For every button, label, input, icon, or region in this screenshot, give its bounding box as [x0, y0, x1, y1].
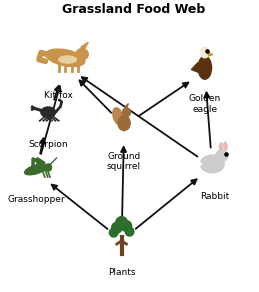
Ellipse shape [112, 222, 122, 233]
Ellipse shape [123, 108, 131, 117]
Ellipse shape [25, 164, 47, 175]
Ellipse shape [219, 143, 223, 152]
Ellipse shape [220, 144, 222, 150]
Polygon shape [208, 53, 213, 56]
Ellipse shape [225, 144, 226, 149]
Ellipse shape [109, 228, 118, 237]
Ellipse shape [76, 48, 88, 60]
Title: Grassland Food Web: Grassland Food Web [62, 3, 205, 16]
Text: Plants: Plants [108, 268, 135, 277]
Ellipse shape [198, 56, 212, 79]
Ellipse shape [41, 107, 56, 117]
Text: Golden
eagle: Golden eagle [189, 94, 221, 114]
Polygon shape [191, 62, 200, 73]
Polygon shape [125, 104, 128, 108]
Ellipse shape [116, 217, 128, 229]
Ellipse shape [118, 116, 130, 131]
Ellipse shape [197, 162, 202, 166]
Ellipse shape [113, 108, 123, 125]
Ellipse shape [224, 142, 227, 151]
Ellipse shape [200, 155, 224, 173]
Polygon shape [32, 165, 45, 170]
Ellipse shape [59, 56, 76, 63]
Ellipse shape [121, 221, 132, 232]
Ellipse shape [125, 227, 134, 236]
Polygon shape [81, 42, 88, 48]
Text: Grasshopper: Grasshopper [7, 195, 65, 204]
Ellipse shape [200, 47, 209, 58]
Ellipse shape [46, 49, 85, 67]
Text: Scorpion: Scorpion [28, 140, 68, 150]
Text: Kit fox: Kit fox [44, 91, 73, 100]
Ellipse shape [216, 150, 228, 161]
Text: Ground
squirrel: Ground squirrel [107, 152, 141, 171]
Ellipse shape [45, 164, 52, 171]
Text: Rabbit: Rabbit [200, 192, 229, 201]
